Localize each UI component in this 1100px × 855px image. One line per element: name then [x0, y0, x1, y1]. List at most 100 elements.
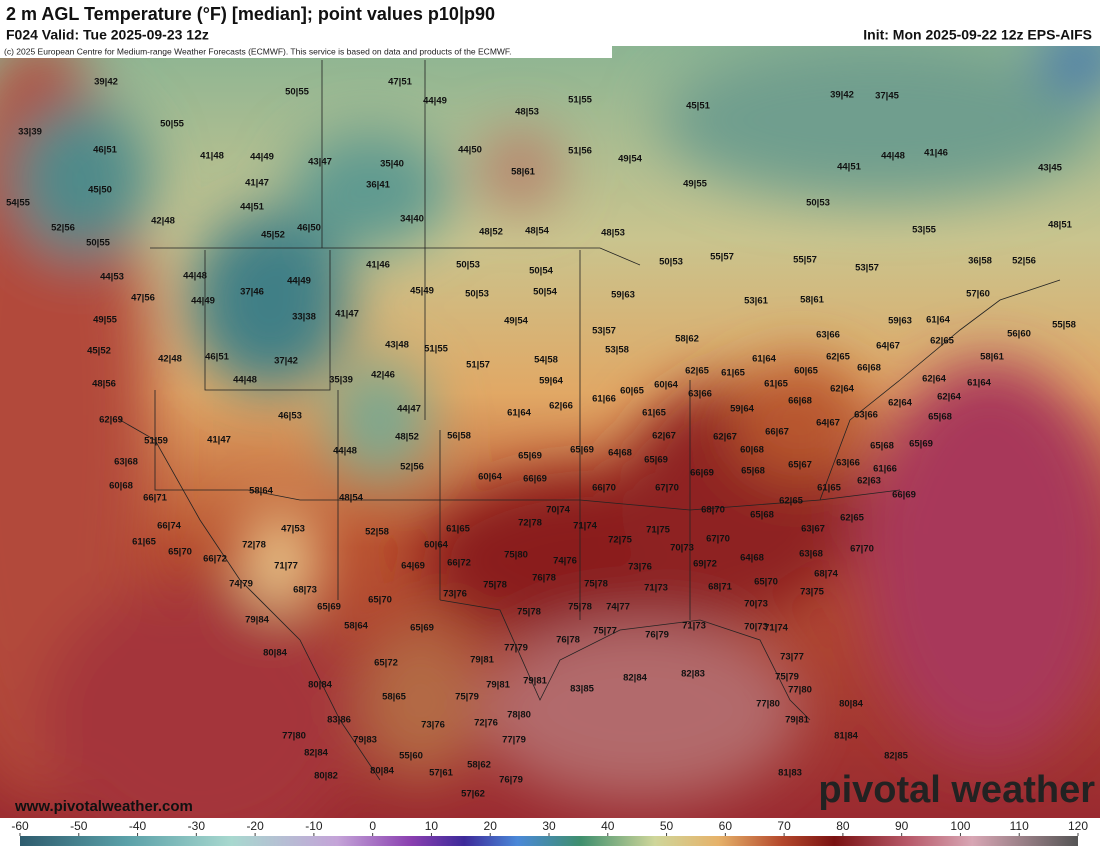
point-value: 58|61: [800, 295, 825, 306]
point-value: 61|65: [721, 368, 746, 379]
point-value: 71|75: [646, 525, 671, 536]
point-value: 65|68: [750, 510, 774, 521]
point-value: 50|53: [465, 289, 489, 300]
point-value: 46|51: [93, 145, 118, 156]
point-value: 42|48: [158, 354, 182, 365]
colorbar-tick-label: 50: [660, 819, 674, 833]
point-value: 37|42: [274, 356, 298, 367]
point-value: 66|67: [765, 427, 789, 438]
point-value: 75|78: [584, 579, 608, 590]
colorbar-tick-label: 60: [719, 819, 733, 833]
point-value: 62|65: [685, 366, 710, 377]
point-value: 72|76: [474, 718, 498, 729]
colorbar-tick-label: 0: [369, 819, 376, 833]
point-value: 41|46: [924, 148, 948, 159]
point-value: 65|70: [168, 547, 192, 558]
point-value: 59|64: [539, 376, 564, 387]
point-value: 68|71: [708, 582, 733, 593]
point-value: 65|68: [928, 412, 952, 423]
point-value: 62|65: [779, 496, 804, 507]
point-value: 46|51: [205, 352, 230, 363]
point-value: 63|66: [854, 410, 878, 421]
point-value: 52|58: [365, 527, 389, 538]
point-value: 66|74: [157, 521, 182, 532]
point-value: 81|83: [778, 768, 802, 779]
point-value: 66|72: [203, 554, 227, 565]
point-value: 41|47: [207, 435, 231, 446]
point-value: 65|72: [374, 658, 398, 669]
point-value: 62|67: [652, 431, 676, 442]
point-value: 72|78: [518, 518, 542, 529]
point-value: 56|60: [1007, 329, 1031, 340]
colorbar-tick-label: -10: [305, 819, 323, 833]
point-value: 45|52: [261, 230, 285, 241]
point-value: 47|56: [131, 293, 155, 304]
point-value: 50|55: [160, 119, 185, 130]
point-value: 44|48: [333, 446, 357, 457]
point-value: 76|78: [556, 635, 580, 646]
point-value: 61|65: [764, 379, 789, 390]
point-value: 75|78: [517, 607, 541, 618]
point-value: 45|51: [686, 101, 711, 112]
point-value: 65|69: [518, 451, 542, 462]
point-value: 77|80: [788, 685, 812, 696]
point-value: 67|70: [655, 483, 679, 494]
point-value: 53|55: [912, 225, 937, 236]
point-value: 78|80: [507, 710, 531, 721]
point-value: 58|62: [675, 334, 699, 345]
point-value: 46|50: [297, 223, 321, 234]
point-value: 52|56: [1012, 256, 1036, 267]
point-value: 70|73: [744, 622, 768, 633]
boundaries: [119, 60, 1061, 781]
point-value: 61|66: [592, 394, 616, 405]
point-value: 58|64: [249, 486, 274, 497]
point-value: 65|70: [368, 595, 392, 606]
point-value: 53|61: [744, 296, 769, 307]
point-value: 53|57: [855, 263, 879, 274]
point-value: 68|73: [293, 585, 317, 596]
point-value: 71|74: [573, 521, 598, 532]
point-value: 65|68: [741, 466, 765, 477]
point-value: 44|49: [191, 296, 215, 307]
point-value: 53|57: [592, 326, 616, 337]
point-value: 37|45: [875, 91, 900, 102]
point-value: 70|73: [670, 543, 694, 554]
colorbar-tick-label: -50: [70, 819, 88, 833]
point-value: 58|61: [980, 352, 1005, 363]
point-value: 66|69: [523, 474, 547, 485]
point-value: 61|65: [642, 408, 667, 419]
point-value: 61|64: [752, 354, 777, 365]
point-value: 45|50: [88, 185, 112, 196]
point-value: 80|84: [370, 766, 395, 777]
init-time: Init: Mon 2025-09-22 12z EPS-AIFS: [863, 27, 1092, 43]
point-value: 58|64: [344, 621, 369, 632]
point-value: 44|47: [397, 404, 421, 415]
point-value: 55|58: [1052, 320, 1076, 331]
colorbar-tick-label: 70: [777, 819, 791, 833]
colorbar-tick-label: -30: [188, 819, 206, 833]
point-value: 47|53: [281, 524, 305, 535]
point-value: 42|46: [371, 370, 395, 381]
colorbar-tick-label: 80: [836, 819, 850, 833]
point-value: 51|57: [466, 360, 490, 371]
point-value: 71|73: [644, 583, 668, 594]
point-value: 50|55: [86, 238, 111, 249]
point-value: 62|65: [840, 513, 865, 524]
point-value: 61|65: [132, 537, 157, 548]
point-value: 73|75: [800, 587, 825, 598]
point-value: 63|66: [816, 330, 840, 341]
colorbar-tick-label: 110: [1010, 819, 1029, 833]
point-value: 61|64: [507, 408, 532, 419]
point-value: 60|64: [424, 540, 449, 551]
point-value: 63|68: [799, 549, 823, 560]
point-value: 73|77: [780, 652, 804, 663]
point-value: 39|42: [830, 90, 854, 101]
copyright-bg: [0, 46, 612, 58]
point-value: 42|48: [151, 216, 175, 227]
point-value: 57|62: [461, 789, 485, 800]
point-value: 35|39: [329, 375, 353, 386]
point-value: 79|81: [486, 680, 511, 691]
point-value: 76|79: [499, 775, 523, 786]
point-value: 34|40: [400, 214, 424, 225]
point-value: 50|53: [806, 198, 830, 209]
